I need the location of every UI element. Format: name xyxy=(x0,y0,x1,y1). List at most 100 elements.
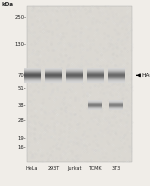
Bar xyxy=(108,69,124,70)
Bar xyxy=(45,76,62,77)
Bar xyxy=(108,79,124,80)
Bar xyxy=(66,71,82,72)
Text: HACL1: HACL1 xyxy=(141,73,150,78)
Text: kDa: kDa xyxy=(2,2,14,7)
Bar xyxy=(24,78,40,79)
Bar xyxy=(45,77,62,78)
Bar xyxy=(88,109,102,110)
Bar xyxy=(87,72,104,73)
Bar xyxy=(109,101,123,102)
Bar xyxy=(24,80,40,81)
Bar xyxy=(108,78,124,79)
Bar xyxy=(66,75,82,76)
Bar xyxy=(66,81,82,82)
Bar xyxy=(24,68,40,69)
Bar xyxy=(87,70,104,71)
Bar xyxy=(66,79,82,80)
Bar xyxy=(24,75,40,76)
Bar xyxy=(88,106,102,107)
Bar xyxy=(88,103,102,104)
Bar xyxy=(87,80,104,81)
Bar xyxy=(87,69,104,70)
Bar xyxy=(66,68,82,69)
Bar xyxy=(45,78,62,79)
Bar xyxy=(108,80,124,81)
Text: 250-: 250- xyxy=(14,15,26,20)
Bar xyxy=(109,100,123,101)
Bar xyxy=(24,82,40,83)
Bar xyxy=(24,70,40,71)
Bar xyxy=(88,105,102,106)
Bar xyxy=(45,70,62,71)
Bar xyxy=(27,6,132,162)
Text: 28-: 28- xyxy=(18,118,26,123)
Bar xyxy=(109,106,123,107)
Bar xyxy=(108,73,124,74)
Bar xyxy=(109,104,123,105)
Bar xyxy=(108,70,124,71)
Bar xyxy=(87,78,104,79)
Bar xyxy=(45,72,62,73)
Bar xyxy=(87,81,104,82)
Bar xyxy=(66,72,82,73)
Bar xyxy=(66,77,82,78)
Bar xyxy=(108,72,124,73)
Bar xyxy=(87,77,104,78)
Bar xyxy=(24,74,40,75)
Bar xyxy=(24,76,40,77)
Bar xyxy=(45,69,62,70)
Bar xyxy=(108,68,124,69)
Bar xyxy=(45,68,62,69)
Bar xyxy=(24,69,40,70)
Bar xyxy=(66,73,82,74)
Text: 51-: 51- xyxy=(18,86,26,91)
Bar xyxy=(108,75,124,76)
Bar xyxy=(109,107,123,108)
Bar xyxy=(108,71,124,72)
Bar xyxy=(66,78,82,79)
Bar xyxy=(108,76,124,77)
Text: 293T: 293T xyxy=(47,166,59,171)
Text: Jurkat: Jurkat xyxy=(67,166,81,171)
Bar xyxy=(24,72,40,73)
Bar xyxy=(66,76,82,77)
Bar xyxy=(109,108,123,109)
Bar xyxy=(66,82,82,83)
Bar xyxy=(87,82,104,83)
Bar xyxy=(24,69,40,70)
Bar xyxy=(66,69,82,70)
Bar xyxy=(109,103,123,104)
Bar xyxy=(88,101,102,102)
Bar xyxy=(66,80,82,81)
Bar xyxy=(88,104,102,105)
Bar xyxy=(87,75,104,76)
Bar xyxy=(45,73,62,74)
Text: 70-: 70- xyxy=(18,73,26,78)
Bar xyxy=(108,82,124,83)
Bar xyxy=(87,74,104,75)
Bar xyxy=(45,81,62,82)
Bar xyxy=(45,75,62,76)
Bar xyxy=(45,71,62,72)
Text: 16-: 16- xyxy=(18,145,26,150)
Bar xyxy=(45,79,62,80)
Bar xyxy=(24,81,40,82)
Text: HeLa: HeLa xyxy=(26,166,39,171)
Bar xyxy=(87,71,104,72)
Bar xyxy=(24,71,40,72)
Bar xyxy=(24,73,40,74)
Bar xyxy=(88,108,102,109)
Bar xyxy=(87,76,104,77)
Bar xyxy=(109,102,123,103)
Bar xyxy=(66,74,82,75)
Bar xyxy=(108,81,124,82)
Text: 19-: 19- xyxy=(18,136,26,141)
Text: 38-: 38- xyxy=(18,103,26,108)
Bar xyxy=(87,73,104,74)
Bar xyxy=(24,77,40,78)
Bar xyxy=(66,69,82,70)
Bar xyxy=(108,69,124,70)
Text: 3T3: 3T3 xyxy=(112,166,121,171)
Bar xyxy=(109,105,123,106)
Bar xyxy=(45,80,62,81)
